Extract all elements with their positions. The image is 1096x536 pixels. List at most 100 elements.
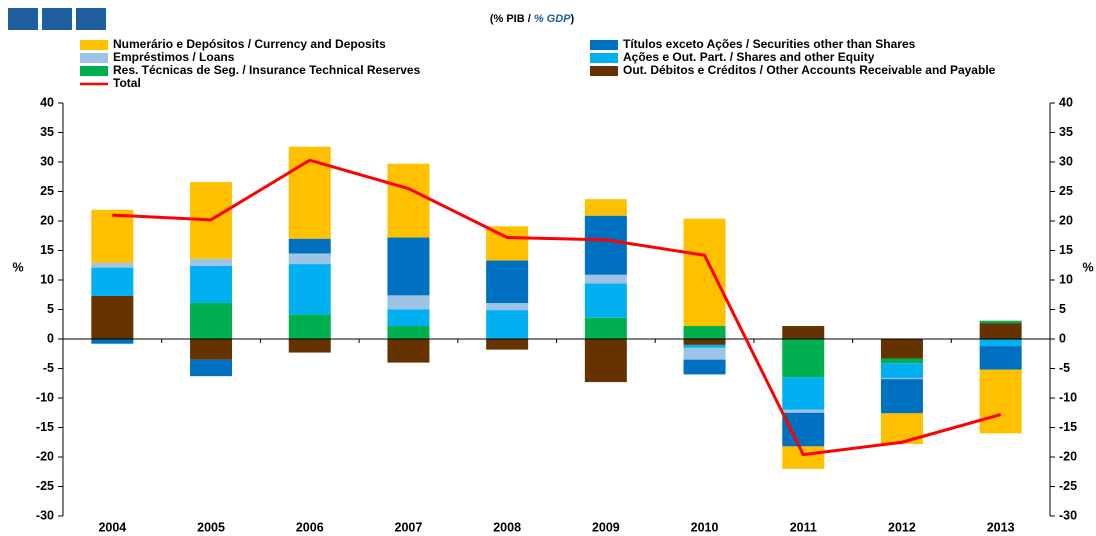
title-part: ) bbox=[571, 13, 575, 25]
bar-segment bbox=[683, 339, 726, 345]
legend-swatch bbox=[80, 66, 108, 76]
bar-segment bbox=[584, 317, 627, 339]
bar-segment bbox=[190, 303, 233, 339]
y2-tick-label: -15 bbox=[1059, 420, 1077, 434]
x-tick-label: 2008 bbox=[493, 520, 521, 534]
bar-segment bbox=[584, 199, 627, 216]
y2-tick-label: -30 bbox=[1059, 508, 1077, 522]
bar-segment bbox=[782, 409, 825, 413]
x-tick-label: 2012 bbox=[888, 520, 916, 534]
x-tick-label: 2013 bbox=[987, 520, 1015, 534]
bar-segment bbox=[683, 347, 726, 360]
legend-label: Empréstimos / Loans bbox=[113, 50, 235, 64]
x-tick-label: 2007 bbox=[395, 520, 423, 534]
y2-tick-label: 10 bbox=[1059, 272, 1073, 286]
logo-block bbox=[8, 8, 38, 30]
y-tick-label: 35 bbox=[40, 125, 54, 139]
y-tick-label: -15 bbox=[36, 420, 54, 434]
bar-segment bbox=[288, 253, 331, 265]
y-tick-label: 40 bbox=[40, 95, 54, 109]
bar-segment bbox=[387, 163, 430, 238]
x-tick-label: 2005 bbox=[197, 520, 225, 534]
bar-segment bbox=[91, 267, 134, 296]
bar-segment bbox=[91, 209, 134, 263]
title-part: % GDP bbox=[534, 13, 571, 25]
bar-segment bbox=[486, 310, 529, 339]
bar-segment bbox=[782, 412, 825, 447]
bar-segment bbox=[782, 377, 825, 410]
y-tick-label: 30 bbox=[40, 154, 54, 168]
y2-tick-label: -25 bbox=[1059, 479, 1077, 493]
bar-segment bbox=[288, 264, 331, 315]
total-line bbox=[112, 158, 1002, 457]
y2-tick-label: -10 bbox=[1059, 390, 1077, 404]
bar-segment bbox=[979, 339, 1022, 347]
x-tick-label: 2010 bbox=[691, 520, 719, 534]
y-tick-label: -5 bbox=[43, 361, 54, 375]
chart-title: (% PIB / % GDP) bbox=[490, 13, 575, 25]
bar-segment bbox=[288, 146, 331, 239]
y2-tick-label: 20 bbox=[1059, 213, 1073, 227]
x-tick-label: 2006 bbox=[296, 520, 324, 534]
bar-segment bbox=[584, 283, 627, 318]
x-tick-label: 2004 bbox=[98, 520, 126, 534]
legend-label: Numerário e Depósitos / Currency and Dep… bbox=[113, 37, 386, 51]
bar-segment bbox=[190, 339, 233, 360]
legend-label: Out. Débitos e Créditos / Other Accounts… bbox=[623, 63, 996, 77]
legend-swatch bbox=[590, 40, 618, 50]
y2-tick-label: 40 bbox=[1059, 95, 1073, 109]
bar-segment bbox=[584, 274, 627, 284]
y2-tick-label: 35 bbox=[1059, 125, 1073, 139]
bar-segment bbox=[288, 339, 331, 353]
legend-label: Títulos exceto Ações / Securities other … bbox=[623, 37, 916, 51]
y-tick-label: -20 bbox=[36, 449, 54, 463]
y-tick-label: 10 bbox=[40, 272, 54, 286]
legend-swatch bbox=[80, 40, 108, 50]
y2-tick-label: -20 bbox=[1059, 449, 1077, 463]
y-tick-label: 0 bbox=[47, 331, 54, 345]
bar-segment bbox=[91, 339, 134, 344]
y2-tick-label: 25 bbox=[1059, 184, 1073, 198]
bar-segment bbox=[91, 295, 134, 339]
bar-segment bbox=[683, 326, 726, 339]
bar-segment bbox=[288, 238, 331, 254]
bar-segment bbox=[979, 323, 1022, 339]
y2-tick-label: 5 bbox=[1059, 302, 1066, 316]
legend-label: Ações e Out. Part. / Shares and other Eq… bbox=[623, 50, 875, 64]
bar-segment bbox=[782, 326, 825, 339]
bar-segment bbox=[880, 377, 923, 380]
y2-tick-label: 0 bbox=[1059, 331, 1066, 345]
bar-segment bbox=[979, 369, 1022, 434]
legend-swatch bbox=[80, 53, 108, 63]
bar-segment bbox=[683, 344, 726, 348]
bar-segment bbox=[190, 359, 233, 377]
bar-segment bbox=[683, 218, 726, 327]
x-tick-label: 2011 bbox=[790, 520, 817, 534]
bar-segment bbox=[584, 215, 627, 275]
bar-segment bbox=[486, 260, 529, 304]
bar-segment bbox=[880, 363, 923, 378]
legend-label: Total bbox=[113, 76, 141, 90]
bar-segment bbox=[190, 258, 233, 266]
bar-segment bbox=[880, 379, 923, 414]
y-tick-label: -30 bbox=[36, 508, 54, 522]
bar-segment bbox=[880, 339, 923, 359]
bar-segment bbox=[387, 326, 430, 339]
bar-segment bbox=[486, 339, 529, 350]
bar-segment bbox=[387, 339, 430, 363]
bar-segment bbox=[387, 309, 430, 327]
bar-segment bbox=[782, 446, 825, 469]
y-tick-label: -10 bbox=[36, 390, 54, 404]
y2-tick-label: -5 bbox=[1059, 361, 1070, 375]
bar-segment bbox=[387, 295, 430, 310]
y-tick-label: 5 bbox=[47, 302, 54, 316]
bar-segment bbox=[190, 265, 233, 304]
bar-segment bbox=[584, 339, 627, 383]
y-tick-label: 20 bbox=[40, 213, 54, 227]
bar-segment bbox=[91, 262, 134, 268]
bar-segment bbox=[288, 314, 331, 339]
legend-label: Res. Técnicas de Seg. / Insurance Techni… bbox=[113, 63, 421, 77]
x-tick-label: 2009 bbox=[592, 520, 620, 534]
bar-segment bbox=[683, 359, 726, 375]
bar-segment bbox=[979, 320, 1022, 324]
